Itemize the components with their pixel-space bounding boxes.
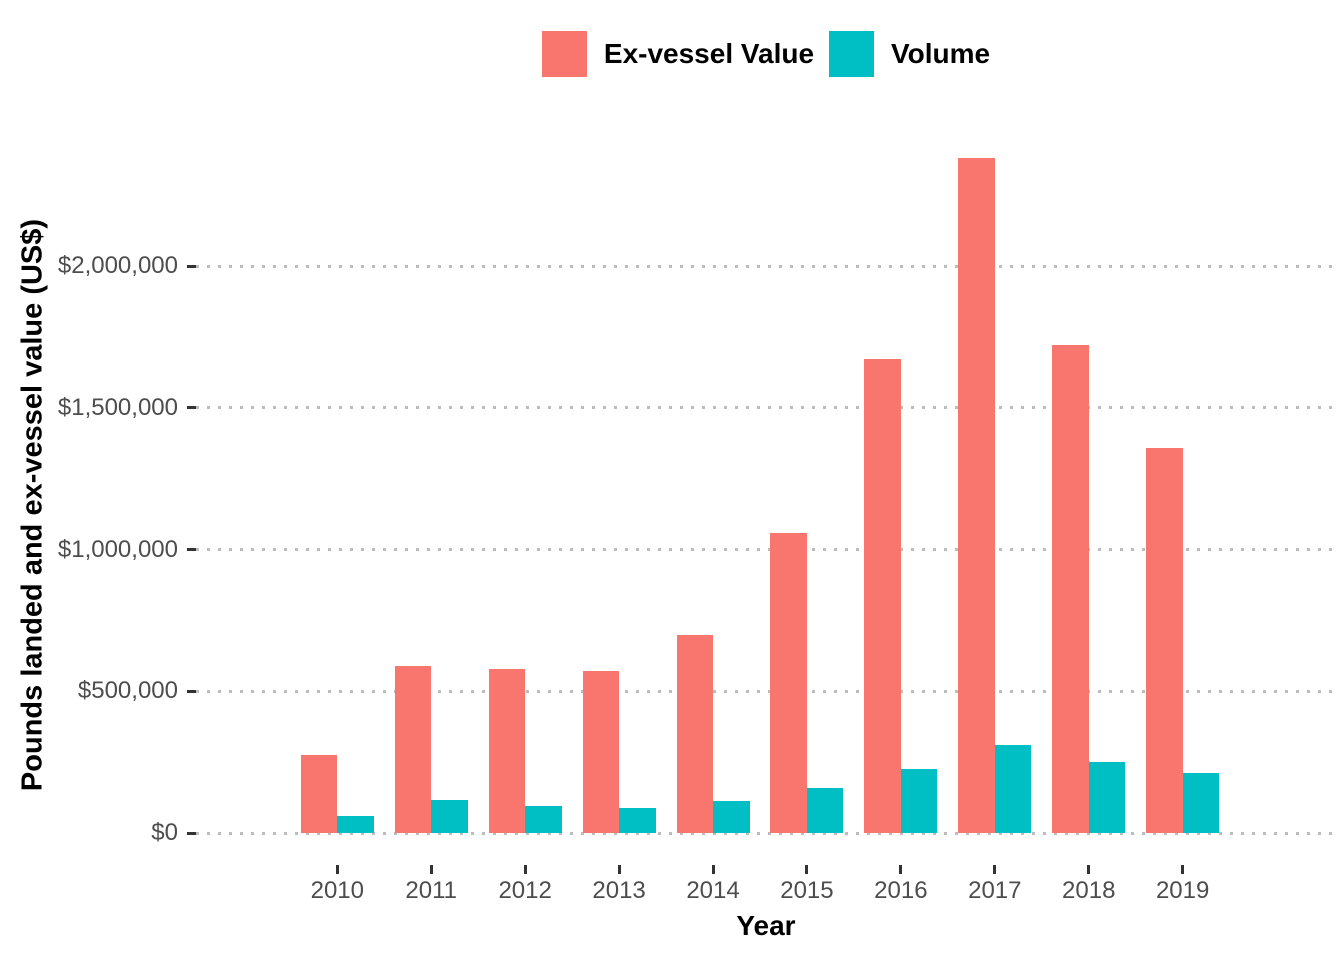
y-axis-tick-label: $500,000 [77, 677, 178, 705]
bar-ex-vessel-value-2011 [394, 665, 432, 833]
bar-ex-vessel-value-2015 [770, 532, 807, 833]
y-axis-tick-mark [187, 831, 196, 835]
bar-ex-vessel-value-2018 [1052, 344, 1089, 833]
bar-volume-2012 [525, 805, 562, 833]
y-axis-tick-label: $0 [151, 819, 178, 846]
bar-ex-vessel-value-2010 [300, 755, 338, 833]
bar-volume-2015 [806, 787, 844, 833]
gridline-1500000 [196, 406, 1336, 410]
bar-ex-vessel-value-2016 [864, 359, 901, 833]
x-axis-tick-label: 2012 [498, 877, 552, 904]
bar-volume-2017 [994, 745, 1032, 833]
x-axis-tick-mark [1087, 865, 1091, 874]
y-axis-tick-label: $1,000,000 [57, 535, 178, 563]
gridline-1000000 [196, 548, 1336, 552]
x-axis-tick-mark [523, 865, 527, 874]
y-axis-tick-mark [187, 406, 196, 410]
y-axis-tick-mark [187, 689, 196, 693]
bar-volume-2011 [431, 800, 468, 833]
x-axis-tick-label: 2010 [310, 877, 364, 904]
x-axis-tick-mark [899, 865, 903, 874]
x-axis-tick-label: 2015 [780, 877, 834, 904]
y-axis-tick-mark [187, 264, 196, 268]
y-axis-tick-label: $2,000,000 [57, 252, 178, 280]
x-axis-tick-label: 2018 [1062, 877, 1116, 904]
x-axis-tick-mark [993, 865, 997, 874]
bar-volume-2013 [619, 807, 656, 833]
bar-volume-2010 [337, 816, 374, 833]
legend-label-ex-vessel-value: Ex-vessel Value [603, 38, 815, 69]
bar-ex-vessel-value-2019 [1146, 448, 1183, 833]
x-axis-tick-mark [429, 865, 433, 874]
x-axis-tick-mark [335, 865, 339, 874]
x-axis-tick-mark [1181, 865, 1185, 874]
x-axis-tick-label: 2014 [686, 877, 740, 904]
y-axis-tick-mark [187, 548, 196, 552]
x-axis-title: Year [736, 910, 796, 941]
bar-ex-vessel-value-2012 [488, 669, 526, 833]
x-axis-tick-mark [617, 865, 621, 874]
bar-volume-2019 [1182, 773, 1220, 833]
legend: Ex-vessel Value Volume [196, 31, 1336, 77]
gridline-500000 [196, 689, 1336, 693]
gridline-0 [196, 831, 1336, 835]
bar-ex-vessel-value-2014 [676, 635, 714, 833]
legend-label-volume: Volume [891, 38, 991, 69]
y-axis-tick-label: $1,500,000 [57, 393, 178, 421]
x-axis-tick-mark [711, 865, 715, 874]
x-axis-tick-label: 2017 [968, 877, 1022, 904]
gridline-2000000 [196, 264, 1336, 268]
legend-swatch-volume [829, 31, 875, 77]
bar-volume-2018 [1088, 762, 1126, 833]
bar-volume-2014 [713, 801, 750, 833]
x-axis-tick-label: 2011 [405, 877, 458, 904]
bar-volume-2016 [900, 768, 938, 833]
x-axis-tick-label: 2016 [874, 877, 928, 904]
bar-ex-vessel-value-2017 [958, 158, 995, 833]
x-axis-tick-label: 2013 [592, 877, 646, 904]
bar-ex-vessel-value-2013 [582, 671, 620, 833]
legend-item-ex-vessel-value: Ex-vessel Value [541, 31, 815, 77]
legend-swatch-ex-vessel-value [541, 31, 587, 77]
x-axis-tick-label: 2019 [1155, 877, 1210, 904]
legend-item-volume: Volume [829, 31, 990, 77]
x-axis-tick-mark [805, 865, 809, 874]
